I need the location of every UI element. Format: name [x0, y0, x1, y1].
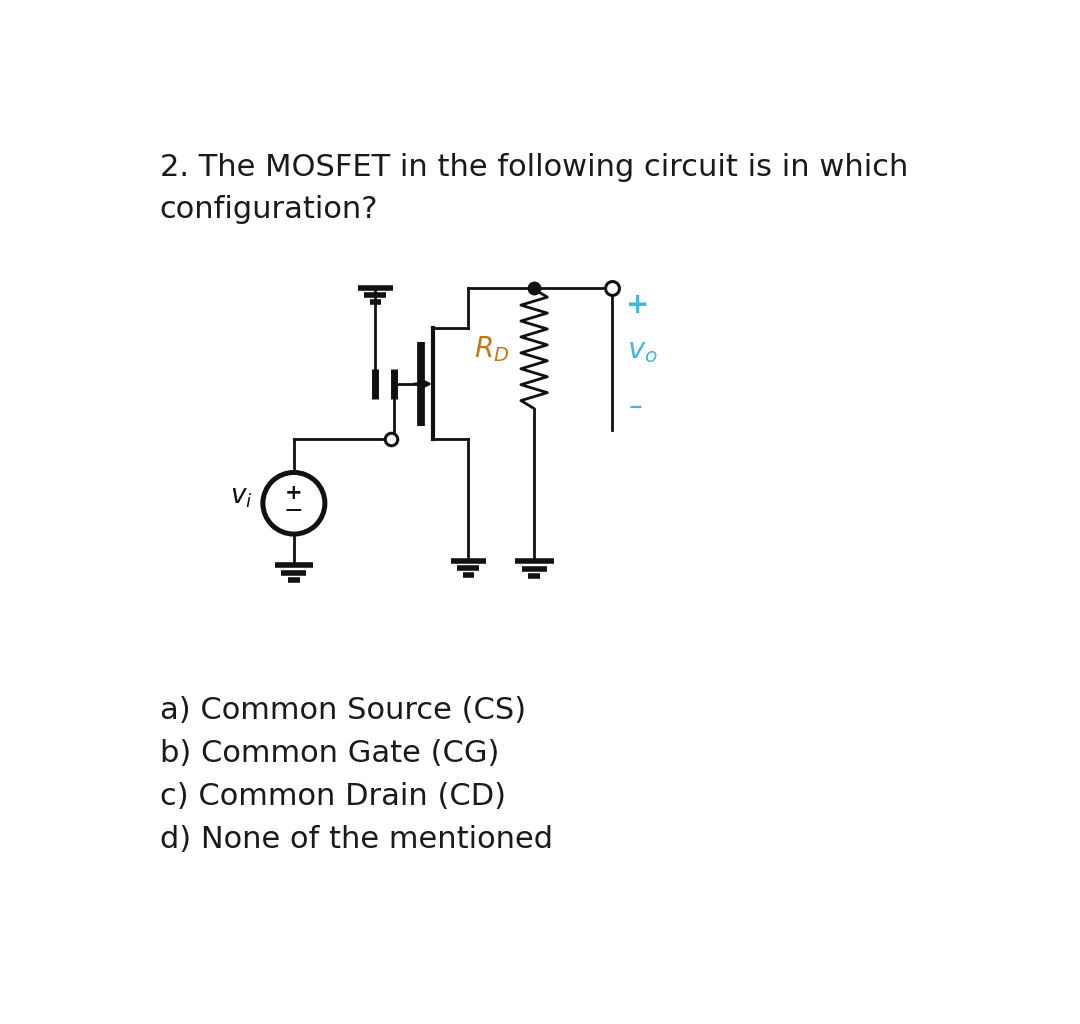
Text: c) Common Drain (CD): c) Common Drain (CD): [160, 782, 505, 811]
Text: +: +: [625, 291, 649, 318]
Text: −: −: [284, 499, 303, 523]
Text: $v_o$: $v_o$: [627, 337, 658, 365]
Text: b) Common Gate (CG): b) Common Gate (CG): [160, 739, 499, 768]
Text: +: +: [285, 483, 302, 503]
Text: 2. The MOSFET in the following circuit is in which: 2. The MOSFET in the following circuit i…: [160, 153, 908, 182]
Text: d) None of the mentioned: d) None of the mentioned: [160, 825, 553, 854]
Text: $R_D$: $R_D$: [474, 334, 510, 364]
Text: configuration?: configuration?: [160, 196, 378, 224]
Text: –: –: [629, 393, 643, 421]
Text: $v_i$: $v_i$: [230, 484, 253, 510]
Text: a) Common Source (CS): a) Common Source (CS): [160, 695, 526, 725]
